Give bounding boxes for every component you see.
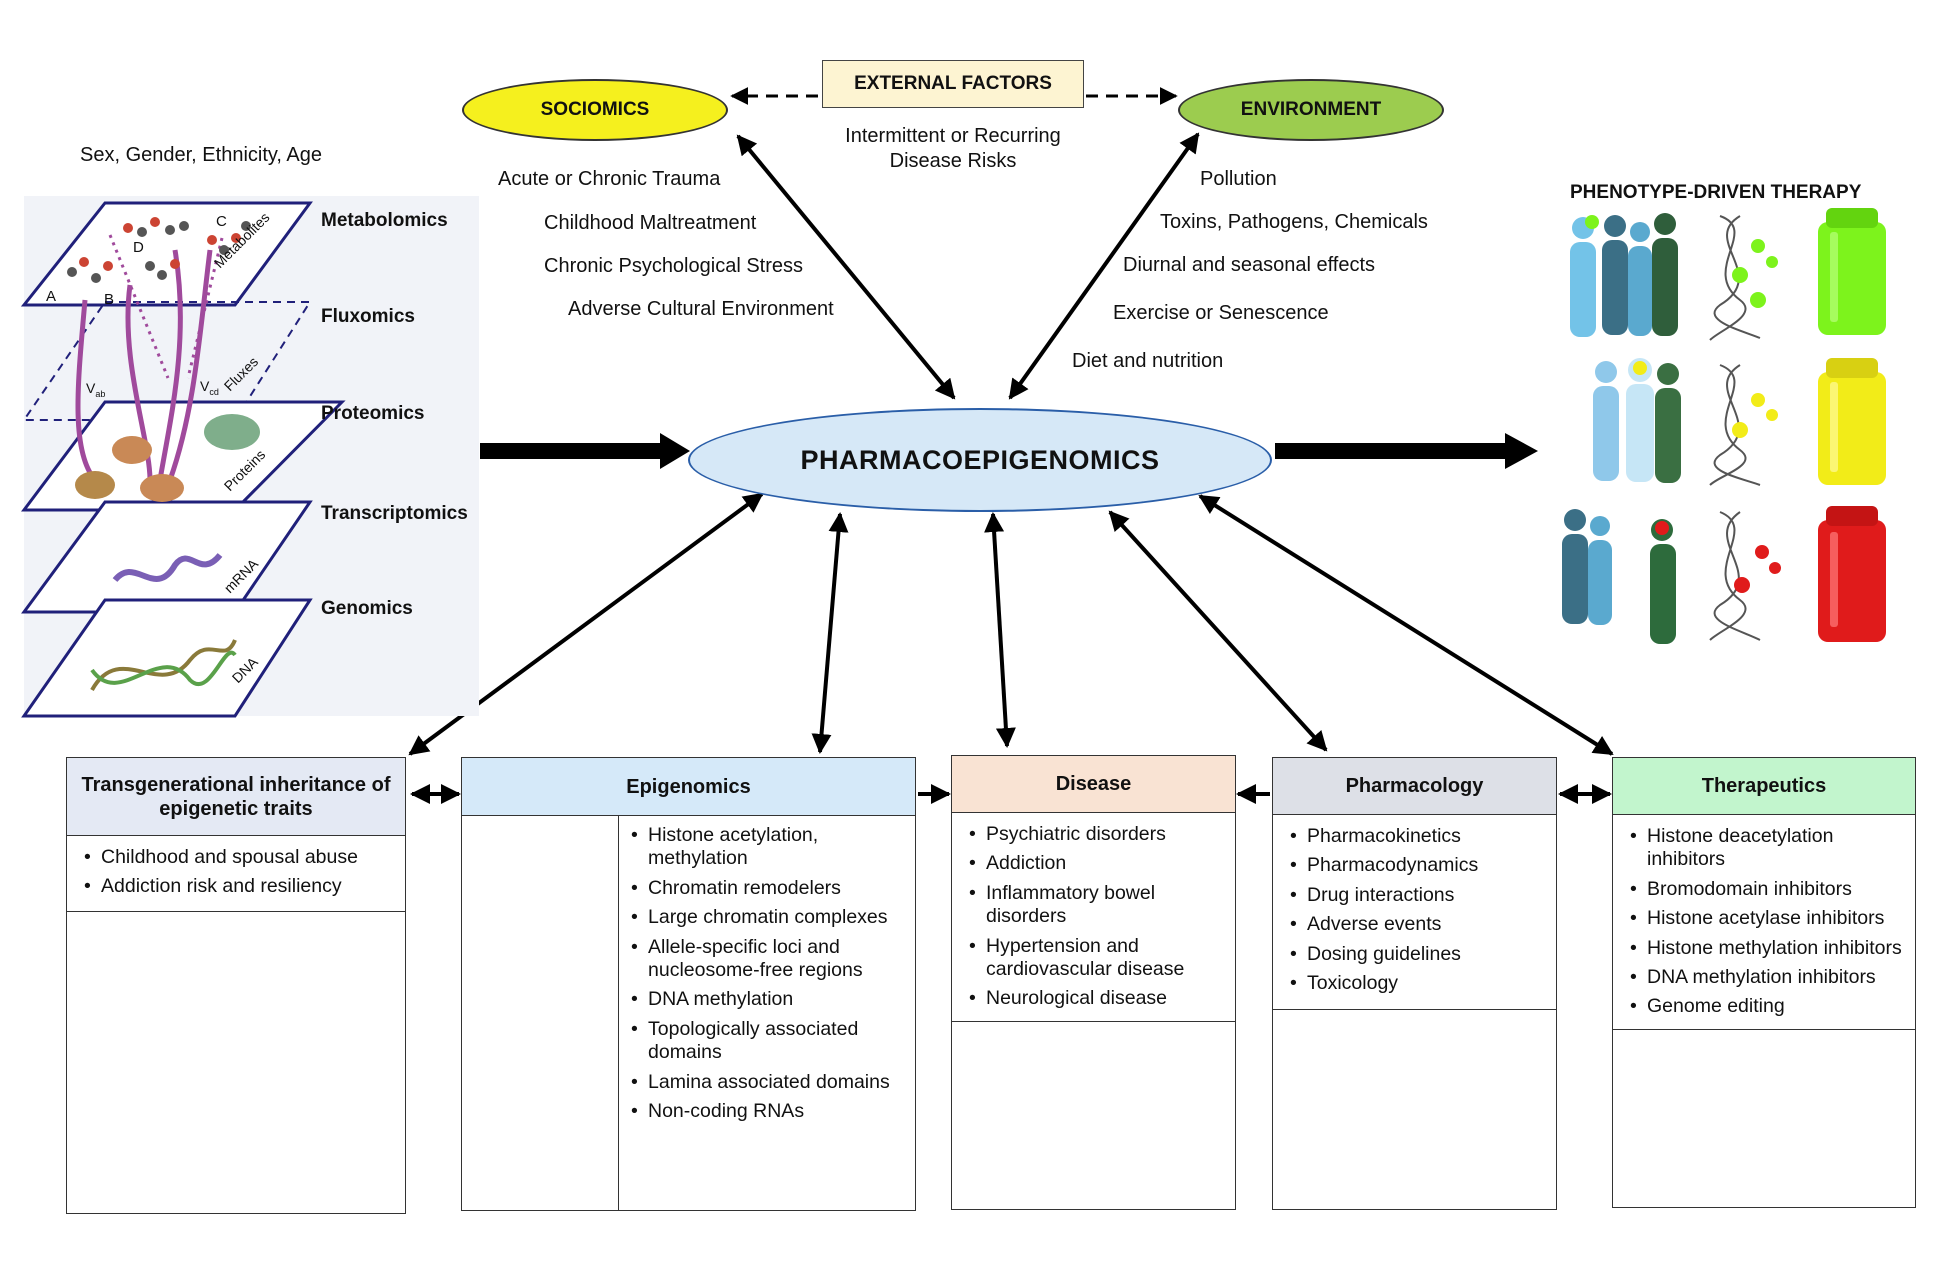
arrow-center-disease [984,512,1016,748]
list-item: Addiction risk and resiliency [75,875,397,899]
molecule-graphics [67,217,251,283]
list-item: Histone deacetylation inhibitors [1621,825,1909,872]
molecule-label-b: B [104,291,115,308]
environment-item: Diet and nutrition [1072,350,1224,372]
list-item: Dosing guidelines [1281,943,1550,967]
panel-epigenomics-list: Histone acetylation, methylation Chromat… [622,824,912,1129]
panel-transgenerational: Transgenerational inheritance of epigene… [66,757,406,1214]
list-item: Large chromatin complexes [622,906,912,930]
list-item: DNA methylation inhibitors [1621,966,1909,990]
layer-label-transcriptomics: Transcriptomics [321,503,468,524]
arrow-center-pharmacology [1108,510,1328,752]
list-item: Bromodomain inhibitors [1621,878,1909,902]
panel-epigenomics-title: Epigenomics [626,775,751,798]
list-item: Histone acetylase inhibitors [1621,907,1909,931]
panel-epigenomics-header: Epigenomics [462,758,915,816]
layer-label-proteomics: Proteomics [321,403,425,424]
list-item: Pharmacokinetics [1281,825,1550,849]
list-item: Addiction [960,852,1229,876]
environment-item: Pollution [1200,168,1277,190]
layer-label-genomics: Genomics [321,598,413,619]
flux-label-vab: Vab [86,380,105,399]
list-item: Topologically associated domains [622,1018,912,1065]
external-subtitle-line-2: Disease Risks [889,150,1017,172]
list-item: Neurological disease [960,987,1229,1011]
external-factors-subtitle: Intermittent or Recurring Disease Risks [822,124,1084,174]
list-item: Inflammatory bowel disorders [960,882,1229,929]
flux-label-v: V [86,380,96,396]
environment-item: Diurnal and seasonal effects [1123,254,1376,276]
sociomics-item: Chronic Psychological Stress [544,255,803,277]
panel-disease-title: Disease [1055,773,1132,795]
environment-label: ENVIRONMENT [1240,99,1382,120]
list-item: Toxicology [1281,972,1550,996]
list-item: Adverse events [1281,913,1550,937]
panel-therapeutics-title: Therapeutics [1701,775,1827,797]
omics-stack [20,196,479,718]
list-item: Genome editing [1621,995,1909,1019]
list-item: Pharmacodynamics [1281,854,1550,878]
layer-label-metabolomics: Metabolomics [321,210,448,231]
sociomics-item: Adverse Cultural Environment [568,298,834,320]
flux-label-ab: ab [95,388,106,399]
molecule-label-d: D [133,239,144,256]
list-item: Childhood and spousal abuse [75,846,397,870]
list-item: DNA methylation [622,988,912,1012]
list-item: Drug interactions [1281,884,1550,908]
external-subtitle-line-1: Intermittent or Recurring [845,125,1061,147]
list-item: Psychiatric disorders [960,823,1229,847]
flux-label-cd: cd [209,386,219,397]
sociomics-item: Childhood Maltreatment [544,212,757,234]
panel-therapeutics-header: Therapeutics [1613,758,1915,815]
panel-transgenerational-header: Transgenerational inheritance of epigene… [67,758,405,836]
list-item: Chromatin remodelers [622,877,912,901]
external-factors-box: EXTERNAL FACTORS [822,60,1084,108]
panel-pharmacology-title: Pharmacology [1345,775,1484,797]
environment-item: Exercise or Senescence [1113,302,1329,324]
sociomics-label: SOCIOMICS [540,99,650,120]
panel-pharmacology-list: Pharmacokinetics Pharmacodynamics Drug i… [1273,815,1556,1011]
panel-therapeutics-list: Histone deacetylation inhibitors Bromodo… [1613,815,1915,1030]
flux-label-v2: V [200,378,210,394]
sociomics-oval: SOCIOMICS [462,79,728,141]
panel-disease-header: Disease [952,756,1235,813]
pharmacoepigenomics-oval: PHARMACOEPIGENOMICS [688,408,1272,512]
panel-disease-list: Psychiatric disorders Addiction Inflamma… [952,813,1235,1022]
panel-epigenomics: Epigenomics Histone acetylation, methyla… [461,757,916,1211]
molecule-label-c: C [216,213,227,230]
arrow-center-therapeutics [1198,494,1614,756]
center-title: PHARMACOEPIGENOMICS [800,444,1160,475]
demographics-label: Sex, Gender, Ethnicity, Age [80,144,322,166]
molecule-label-a: A [46,288,57,305]
environment-item: Toxins, Pathogens, Chemicals [1160,211,1428,233]
list-item: Allele-specific loci and nucleosome-free… [622,936,912,983]
layer-label-fluxomics: Fluxomics [321,306,415,327]
list-item: Histone acetylation, methylation [622,824,912,871]
external-factors-label: EXTERNAL FACTORS [854,73,1052,94]
environment-oval: ENVIRONMENT [1178,79,1444,141]
panel-pharmacology: Pharmacology Pharmacokinetics Pharmacody… [1272,757,1557,1210]
list-item: Hypertension and cardiovascular disease [960,935,1229,982]
flux-label-vcd: Vcd [200,378,219,397]
phenotype-graphics [1562,208,1886,644]
panel-therapeutics: Therapeutics Histone deacetylation inhib… [1612,757,1916,1208]
panel-transgenerational-list: Childhood and spousal abuse Addiction ri… [67,836,405,912]
list-item: Lamina associated domains [622,1071,912,1095]
panel-pharmacology-header: Pharmacology [1273,758,1556,815]
arrow-sociomics-center [736,134,956,400]
arrow-environment-center [1008,132,1200,400]
panel-transgenerational-title: Transgenerational inheritance of epigene… [81,773,391,820]
phenotype-therapy-title: PHENOTYPE-DRIVEN THERAPY [1570,182,1862,203]
arrow-center-epigenomics [811,512,849,754]
list-item: Histone methylation inhibitors [1621,937,1909,961]
list-item: Non-coding RNAs [622,1100,912,1124]
panel-epigenomics-divider [618,816,619,1210]
sociomics-item: Acute or Chronic Trauma [498,168,721,190]
panel-disease: Disease Psychiatric disorders Addiction … [951,755,1236,1210]
fluxes-plane [22,301,312,421]
